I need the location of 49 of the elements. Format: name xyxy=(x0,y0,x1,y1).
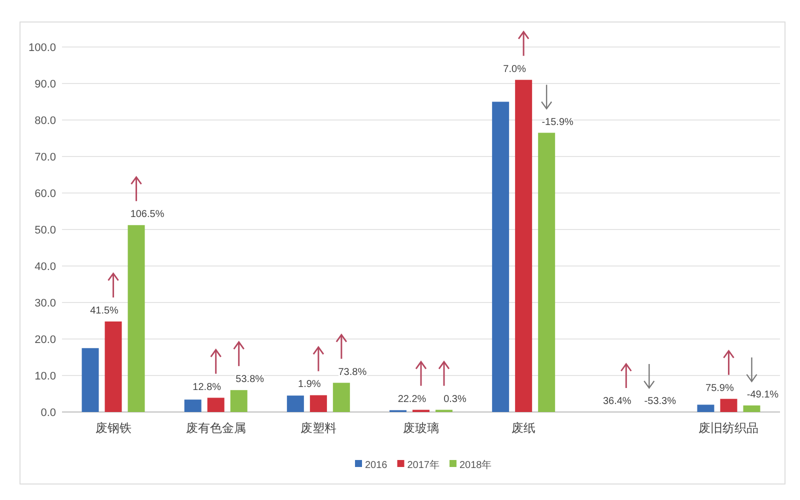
annotation: 7.0% xyxy=(503,64,526,75)
bar xyxy=(230,390,248,412)
y-tick-label: 20.0 xyxy=(34,334,56,346)
y-tick-label: 40.0 xyxy=(34,261,56,273)
y-tick-label: 30.0 xyxy=(34,298,56,310)
x-tick-label: 废玻璃 xyxy=(403,421,439,435)
bar xyxy=(743,405,760,412)
bar xyxy=(538,132,556,412)
y-tick-label: 10.0 xyxy=(34,370,56,382)
bar xyxy=(720,398,738,412)
annotation: 1.9% xyxy=(298,379,321,390)
y-tick-label: 80.0 xyxy=(34,115,56,127)
annotation: 22.2% xyxy=(398,394,426,405)
y-tick-label: 90.0 xyxy=(34,78,56,90)
bar xyxy=(310,395,327,412)
bar xyxy=(286,396,304,412)
bar xyxy=(104,321,122,412)
y-tick-label: 70.0 xyxy=(34,152,56,164)
bar xyxy=(184,400,202,412)
annotation: -15.9% xyxy=(542,116,574,128)
annotation: -49.1% xyxy=(746,389,779,400)
bar xyxy=(128,225,145,412)
y-tick-label: 50.0 xyxy=(34,224,56,236)
x-tick-label: 废旧纺织品 xyxy=(698,421,759,435)
x-tick-label: 废钢铁 xyxy=(95,421,132,435)
annotation: -53.3% xyxy=(644,396,676,407)
annotation: 73.8% xyxy=(338,366,367,378)
x-tick-label: 废纸 xyxy=(512,421,536,435)
annotation: 36.4% xyxy=(602,396,632,407)
bar xyxy=(207,398,224,412)
annotation: 106.5% xyxy=(130,209,164,220)
legend-label: 2016 xyxy=(365,460,388,471)
annotation: 0.3% xyxy=(444,394,467,405)
annotation: 75.9% xyxy=(706,382,734,394)
bar xyxy=(82,348,99,412)
y-tick-label: 60.0 xyxy=(34,188,56,200)
y-tick-label: 100.0 xyxy=(28,42,56,54)
legend-label: 2017年 xyxy=(407,459,440,471)
bar xyxy=(515,80,532,412)
annotation: 53.8% xyxy=(236,374,264,386)
x-tick-label: 废有色金属 xyxy=(186,421,246,435)
y-tick-label: 0.0 xyxy=(40,407,56,419)
bar xyxy=(697,404,714,412)
x-tick-label: 废塑料 xyxy=(300,421,336,435)
legend-label: 2018年 xyxy=(460,459,492,471)
annotation: 12.8% xyxy=(192,382,222,393)
bar xyxy=(492,102,510,412)
bar xyxy=(332,382,350,412)
annotation: 41.5% xyxy=(90,305,119,316)
